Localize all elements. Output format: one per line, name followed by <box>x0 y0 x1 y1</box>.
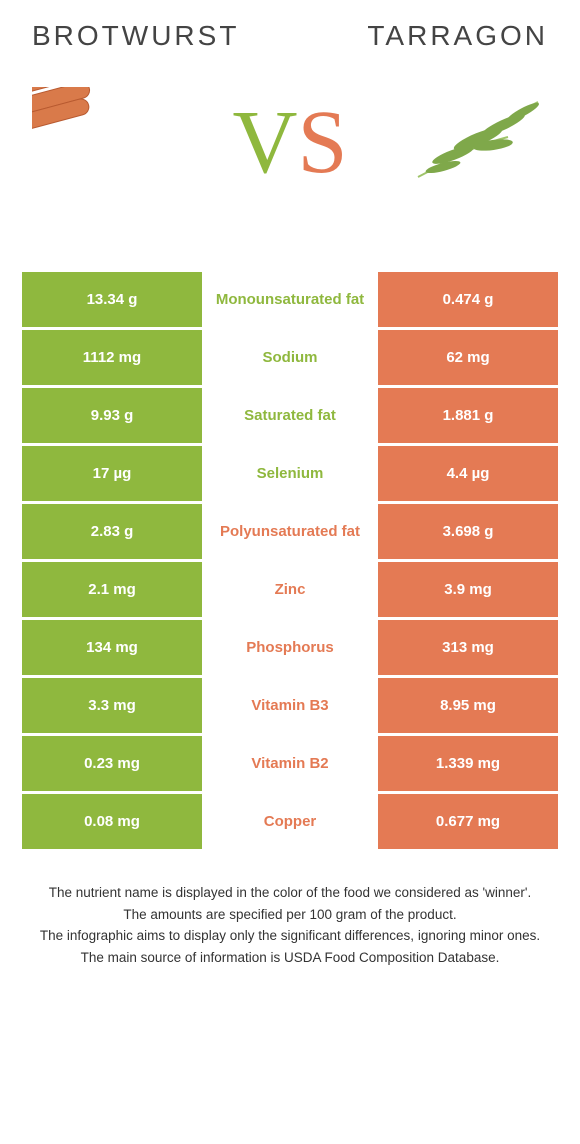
footer-notes: The nutrient name is displayed in the co… <box>0 852 580 968</box>
cell-nutrient-label: Copper <box>202 794 378 849</box>
cell-left-value: 134 mg <box>22 620 202 675</box>
vs-v: V <box>232 93 297 192</box>
titles-row: BROTWURST TARRAGON <box>22 20 558 52</box>
cell-left-value: 2.1 mg <box>22 562 202 617</box>
cell-nutrient-label: Sodium <box>202 330 378 385</box>
footer-line-2: The amounts are specified per 100 gram o… <box>24 904 556 926</box>
cell-right-value: 3.698 g <box>378 504 558 559</box>
table-row: 2.1 mgZinc3.9 mg <box>22 562 558 617</box>
footer-line-1: The nutrient name is displayed in the co… <box>24 882 556 904</box>
table-row: 13.34 gMonounsaturated fat0.474 g <box>22 272 558 327</box>
cell-left-value: 2.83 g <box>22 504 202 559</box>
table-row: 134 mgPhosphorus313 mg <box>22 620 558 675</box>
title-right: TARRAGON <box>367 20 548 52</box>
table-row: 0.23 mgVitamin B21.339 mg <box>22 736 558 791</box>
cell-right-value: 3.9 mg <box>378 562 558 617</box>
cell-nutrient-label: Zinc <box>202 562 378 617</box>
cell-right-value: 1.339 mg <box>378 736 558 791</box>
table-row: 1112 mgSodium62 mg <box>22 330 558 385</box>
footer-line-4: The main source of information is USDA F… <box>24 947 556 969</box>
cell-left-value: 17 µg <box>22 446 202 501</box>
vs-s: S <box>297 93 347 192</box>
table-row: 2.83 gPolyunsaturated fat3.698 g <box>22 504 558 559</box>
cell-left-value: 1112 mg <box>22 330 202 385</box>
cell-nutrient-label: Selenium <box>202 446 378 501</box>
cell-right-value: 8.95 mg <box>378 678 558 733</box>
table-row: 0.08 mgCopper0.677 mg <box>22 794 558 849</box>
cell-left-value: 0.08 mg <box>22 794 202 849</box>
cell-left-value: 0.23 mg <box>22 736 202 791</box>
cell-right-value: 1.881 g <box>378 388 558 443</box>
cell-nutrient-label: Saturated fat <box>202 388 378 443</box>
brotwurst-image <box>32 82 182 202</box>
cell-nutrient-label: Phosphorus <box>202 620 378 675</box>
cell-left-value: 3.3 mg <box>22 678 202 733</box>
footer-line-3: The infographic aims to display only the… <box>24 925 556 947</box>
hero-row: VS <box>22 82 558 242</box>
vs-label: VS <box>182 91 398 194</box>
cell-nutrient-label: Vitamin B2 <box>202 736 378 791</box>
table-row: 9.93 gSaturated fat1.881 g <box>22 388 558 443</box>
tarragon-image <box>398 82 548 202</box>
comparison-table: 13.34 gMonounsaturated fat0.474 g1112 mg… <box>22 272 558 849</box>
cell-right-value: 0.677 mg <box>378 794 558 849</box>
title-left: BROTWURST <box>32 20 239 52</box>
cell-right-value: 4.4 µg <box>378 446 558 501</box>
table-row: 3.3 mgVitamin B38.95 mg <box>22 678 558 733</box>
cell-nutrient-label: Monounsaturated fat <box>202 272 378 327</box>
table-row: 17 µgSelenium4.4 µg <box>22 446 558 501</box>
cell-right-value: 0.474 g <box>378 272 558 327</box>
cell-right-value: 313 mg <box>378 620 558 675</box>
cell-nutrient-label: Polyunsaturated fat <box>202 504 378 559</box>
cell-left-value: 13.34 g <box>22 272 202 327</box>
cell-nutrient-label: Vitamin B3 <box>202 678 378 733</box>
cell-left-value: 9.93 g <box>22 388 202 443</box>
cell-right-value: 62 mg <box>378 330 558 385</box>
